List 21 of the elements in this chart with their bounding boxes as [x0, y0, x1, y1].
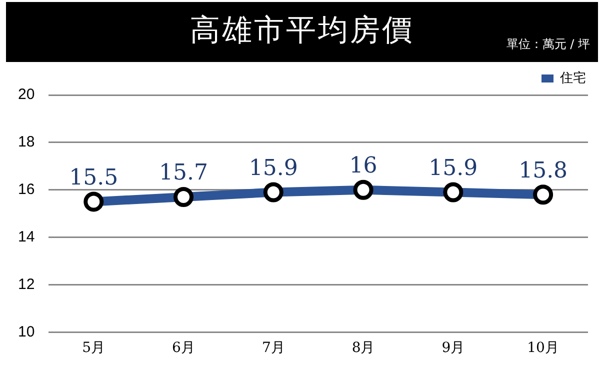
y-tick-label: 18 [18, 134, 35, 151]
data-label: 15.5 [69, 165, 118, 190]
x-tick-label: 5月 [82, 340, 106, 356]
x-tick-label: 6月 [172, 340, 195, 356]
text: 單位：萬元 / 坪 [506, 36, 590, 53]
y-tick-label: 16 [18, 181, 35, 198]
data-label: 15.8 [518, 158, 568, 184]
y-tick-label: 12 [18, 276, 35, 293]
data-label: 15.9 [248, 156, 298, 181]
x-tick-label: 10月 [527, 340, 559, 356]
chart-title: 高雄市平均房價 [190, 13, 414, 48]
y-tick-label: 10 [18, 323, 35, 340]
x-tick-label: 8月 [352, 340, 375, 356]
y-tick-label: 20 [18, 86, 35, 104]
x-tick-label: 7月 [262, 340, 285, 356]
data-label: 16 [349, 154, 378, 179]
data-label: 15.9 [428, 156, 478, 181]
x-tick-label: 9月 [442, 340, 465, 356]
legend-label: 住宅 [559, 70, 586, 86]
data-label: 15.7 [159, 160, 208, 186]
y-tick-label: 14 [18, 228, 35, 246]
